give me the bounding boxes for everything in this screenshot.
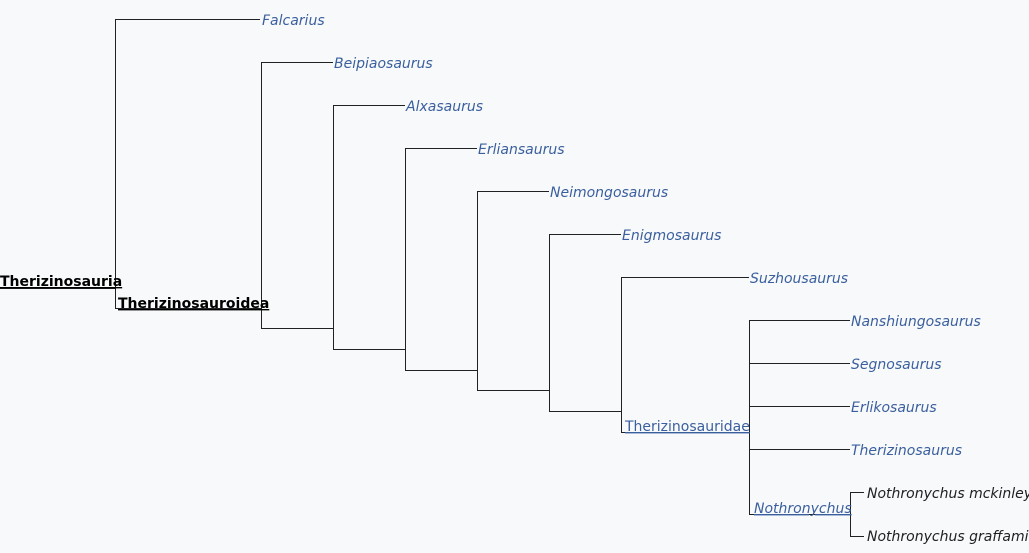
- clade-label: Therizinosauroidea: [118, 296, 269, 312]
- taxon-link[interactable]: Erlikosaurus: [851, 400, 937, 416]
- taxon-link[interactable]: Falcarius: [262, 13, 325, 29]
- clade-link[interactable]: Therizinosauridae: [624, 419, 750, 435]
- branches: [0, 19, 864, 537]
- taxon-link[interactable]: Therizinosaurus: [851, 443, 962, 459]
- root-label: Therizinosauria: [0, 274, 122, 290]
- taxon-link[interactable]: Beipiaosaurus: [334, 56, 433, 72]
- taxon-link[interactable]: Enigmosaurus: [622, 228, 721, 244]
- taxon-link[interactable]: Alxasaurus: [405, 99, 483, 115]
- taxon-link[interactable]: Nothronychus: [754, 501, 852, 517]
- taxon-link[interactable]: Suzhousaurus: [750, 271, 848, 287]
- taxon-link[interactable]: Neimongosaurus: [550, 185, 668, 201]
- taxon-link[interactable]: Nanshiungosaurus: [851, 314, 981, 330]
- labels: Therizinosauria Falcarius Therizinosauro…: [0, 13, 1029, 545]
- taxon-link[interactable]: Segnosaurus: [851, 357, 942, 373]
- species-label: Nothronychus graffami: [867, 529, 1029, 545]
- species-label: Nothronychus mckinleyi: [867, 486, 1029, 502]
- taxon-link[interactable]: Erliansaurus: [478, 142, 565, 158]
